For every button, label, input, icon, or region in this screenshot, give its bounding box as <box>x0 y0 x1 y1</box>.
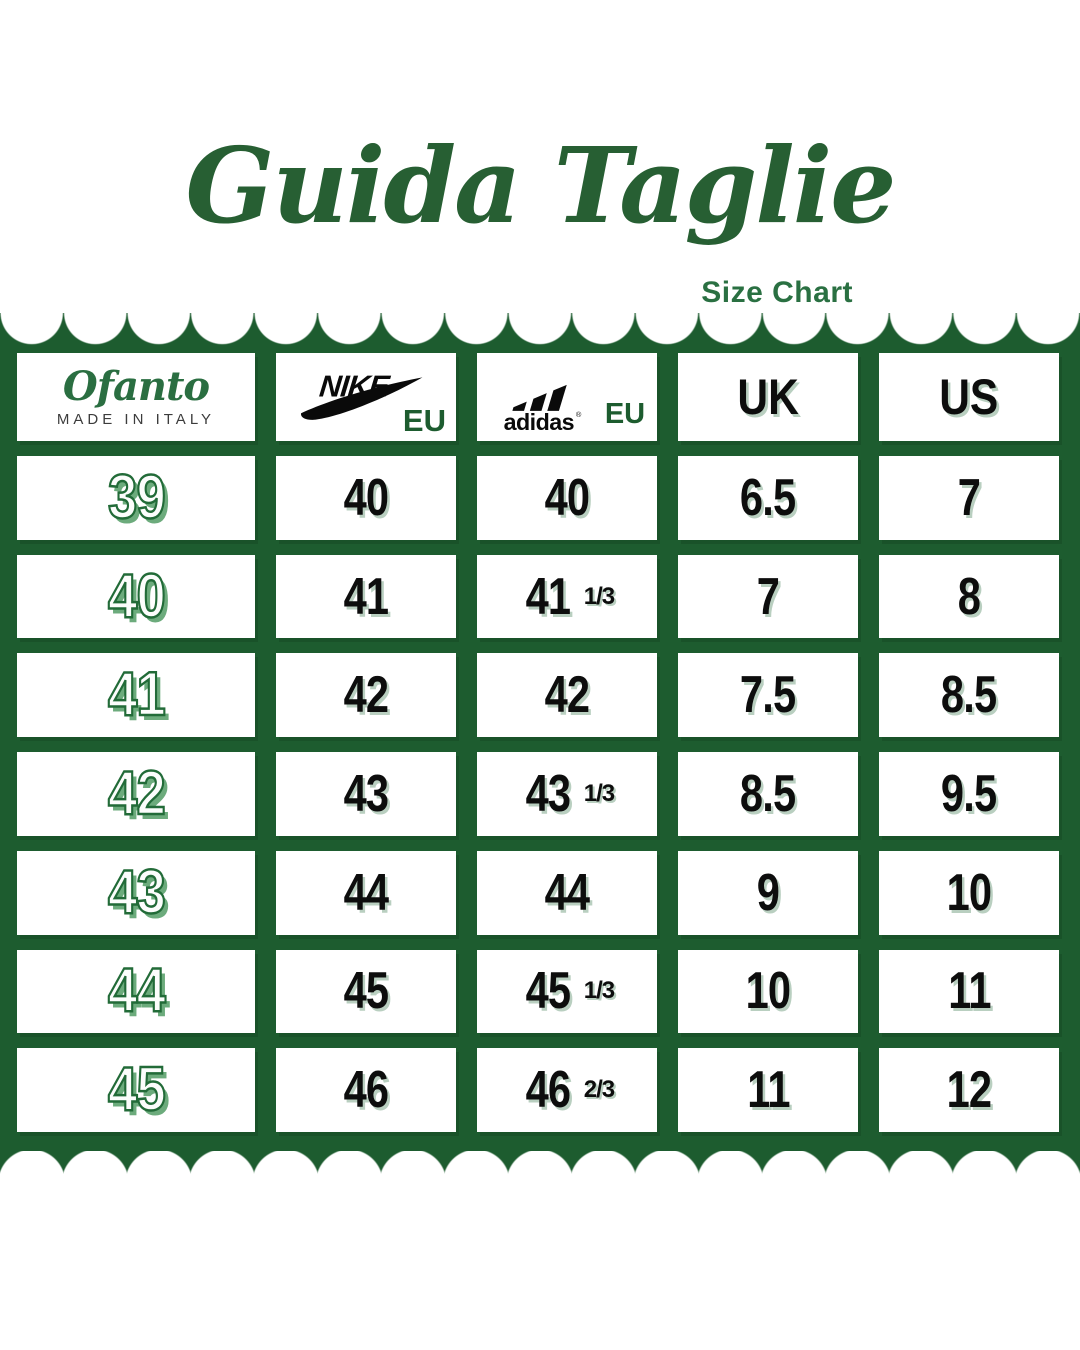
adidas-size-cell: 41 1/3 <box>477 554 657 639</box>
adidas-size-cell: 42 <box>477 653 657 738</box>
nike-size-value: 41 <box>343 567 389 626</box>
adidas-size-value: 41 <box>525 567 571 626</box>
adidas-size-cell: 44 <box>477 850 657 935</box>
nike-size-cell: 44 <box>276 850 456 935</box>
adidas-size-cell: 43 1/3 <box>477 752 657 836</box>
uk-size-value: 11 <box>746 1061 790 1120</box>
header-ofanto: Ofanto MADE IN ITALY <box>17 353 255 441</box>
nike-size-value: 42 <box>343 666 389 725</box>
us-header-label: US <box>939 369 999 425</box>
nike-swoosh-icon <box>300 376 423 420</box>
header-nike: NIKE EU <box>276 353 456 441</box>
header-us: US <box>879 353 1059 441</box>
nike-size-cell: 41 <box>276 554 456 639</box>
adidas-size-cell: 46 2/3 <box>477 1048 657 1132</box>
us-size-cell: 8.5 <box>879 653 1059 738</box>
uk-size-value: 10 <box>745 962 791 1021</box>
nike-size-cell: 46 <box>276 1048 456 1132</box>
adidas-size-value: 46 <box>525 1061 571 1120</box>
uk-size-cell: 8.5 <box>678 752 858 836</box>
us-size-cell: 10 <box>879 850 1059 935</box>
us-size-value: 8 <box>957 567 981 626</box>
us-size-value: 10 <box>946 863 992 922</box>
us-size-cell: 8 <box>879 554 1059 639</box>
ofanto-size-cell: 42 <box>17 752 255 836</box>
ofanto-size-cell: 44 <box>17 949 255 1034</box>
adidas-size-cell: 40 <box>477 456 657 540</box>
ofanto-size-value: 39 <box>106 462 166 532</box>
scallop-top-border <box>0 313 1080 345</box>
size-table-panel: Ofanto MADE IN ITALY NIKE EU adidas <box>0 313 1080 1183</box>
ofanto-size-cell: 40 <box>17 554 255 639</box>
page-title: Guida Taglie <box>185 124 897 247</box>
adidas-size-value: 40 <box>544 468 590 527</box>
uk-size-value: 7 <box>756 567 780 626</box>
ofanto-size-cell: 39 <box>17 456 255 540</box>
us-size-cell: 9.5 <box>879 752 1059 836</box>
uk-size-cell: 9 <box>678 850 858 935</box>
ofanto-size-value: 44 <box>106 956 166 1026</box>
ofanto-tagline: MADE IN ITALY <box>56 411 216 428</box>
adidas-size-fraction: 1/3 <box>583 977 615 1005</box>
nike-size-value: 44 <box>343 863 389 922</box>
size-table: Ofanto MADE IN ITALY NIKE EU adidas <box>0 345 1080 1151</box>
ofanto-size-cell: 43 <box>17 850 255 935</box>
uk-size-cell: 11 <box>678 1048 858 1132</box>
nike-size-value: 46 <box>343 1061 389 1120</box>
ofanto-size-value: 40 <box>106 561 166 631</box>
adidas-size-value: 45 <box>525 962 571 1021</box>
adidas-size-fraction: 1/3 <box>583 779 615 807</box>
ofanto-size-cell: 45 <box>17 1048 255 1132</box>
us-size-value: 7 <box>957 468 981 527</box>
ofanto-size-value: 45 <box>106 1055 166 1125</box>
adidas-size-fraction: 1/3 <box>583 582 615 610</box>
ofanto-size-cell: 41 <box>17 653 255 738</box>
us-size-value: 11 <box>947 962 991 1021</box>
us-size-cell: 7 <box>879 456 1059 540</box>
ofanto-logo: Ofanto <box>62 363 210 410</box>
adidas-size-value: 43 <box>525 764 571 823</box>
ofanto-size-value: 42 <box>106 758 166 828</box>
us-size-cell: 12 <box>879 1048 1059 1132</box>
us-size-value: 12 <box>946 1061 992 1120</box>
uk-size-value: 8.5 <box>740 764 796 823</box>
adidas-size-fraction: 2/3 <box>583 1076 615 1104</box>
uk-size-cell: 7 <box>678 554 858 639</box>
header-adidas: adidas ® EU <box>477 353 657 441</box>
nike-size-value: 45 <box>343 962 389 1021</box>
header-uk: UK <box>678 353 858 441</box>
nike-logo-icon: NIKE <box>300 370 423 420</box>
nike-size-value: 43 <box>343 764 389 823</box>
nike-size-cell: 40 <box>276 456 456 540</box>
nike-size-cell: 42 <box>276 653 456 738</box>
adidas-size-value: 44 <box>544 863 590 922</box>
adidas-size-cell: 45 1/3 <box>477 949 657 1034</box>
us-size-value: 9.5 <box>941 764 997 823</box>
adidas-size-value: 42 <box>544 666 590 725</box>
uk-size-value: 7.5 <box>740 666 796 725</box>
adidas-logo-icon: adidas ® <box>503 384 582 432</box>
us-size-value: 8.5 <box>941 666 997 725</box>
uk-size-cell: 6.5 <box>678 456 858 540</box>
scallop-bottom-border <box>0 1151 1080 1183</box>
nike-size-cell: 43 <box>276 752 456 836</box>
uk-size-value: 6.5 <box>740 468 796 527</box>
adidas-stripe-1 <box>512 401 527 411</box>
adidas-registered-mark: ® <box>576 410 582 419</box>
uk-size-value: 9 <box>756 863 780 922</box>
nike-size-cell: 45 <box>276 949 456 1034</box>
uk-header-label: UK <box>737 369 799 425</box>
us-size-cell: 11 <box>879 949 1059 1034</box>
nike-size-value: 40 <box>343 468 389 527</box>
adidas-wordmark: adidas <box>503 409 573 432</box>
adidas-stripe-2 <box>529 393 547 411</box>
adidas-eu-label: EU <box>604 398 646 430</box>
uk-size-cell: 7.5 <box>678 653 858 738</box>
uk-size-cell: 10 <box>678 949 858 1034</box>
nike-eu-label: EU <box>402 403 446 438</box>
page-subtitle: Size Chart <box>701 276 853 309</box>
ofanto-size-value: 43 <box>106 857 166 927</box>
ofanto-size-value: 41 <box>106 660 166 730</box>
adidas-stripe-3 <box>547 384 567 411</box>
